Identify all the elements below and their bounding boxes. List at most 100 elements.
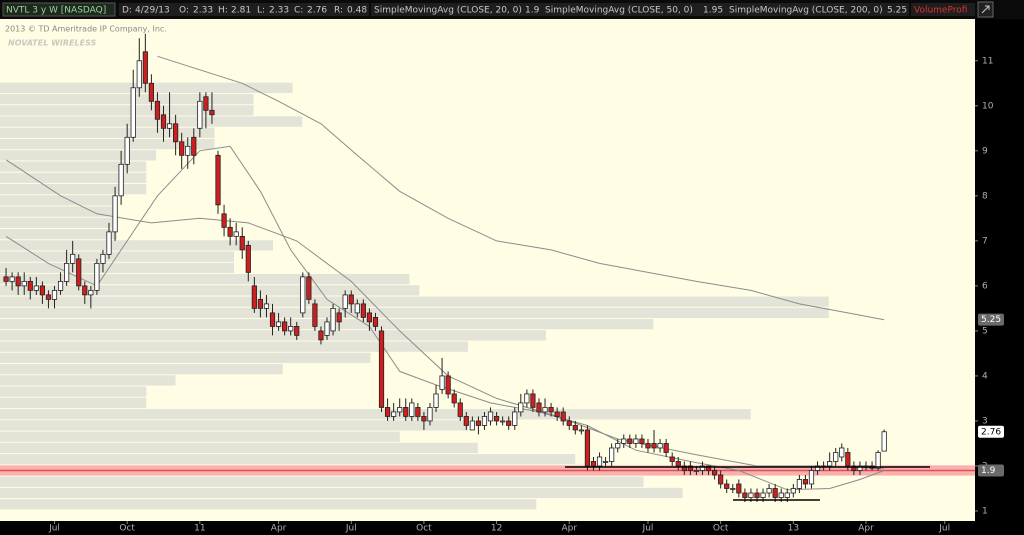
volume-bar [0, 93, 254, 105]
candle-body [112, 195, 118, 233]
candle-body [197, 100, 203, 129]
candle-body [354, 303, 360, 314]
volume-bar [0, 116, 303, 127]
sma-line [5, 159, 885, 469]
volume-bar [0, 161, 147, 172]
symbol-box[interactable] [2, 2, 116, 17]
range-label: R: [334, 6, 343, 16]
candle-body [590, 461, 597, 467]
axes: 1234567891011JulOct11AprJulOct12AprJulOc… [48, 56, 994, 533]
candle-body [33, 285, 39, 291]
candle-body [306, 276, 312, 300]
volume-bar [0, 454, 576, 465]
candle-body [451, 393, 457, 404]
candle-body [45, 294, 52, 300]
x-tick-label: Oct [713, 524, 729, 534]
moving-averages [5, 55, 885, 491]
candle-body [245, 244, 251, 273]
candles [3, 33, 887, 502]
candle-body [142, 51, 148, 84]
candle-body [796, 479, 802, 489]
candle-body [663, 443, 669, 453]
candle-body [348, 294, 354, 305]
candle-body [718, 474, 724, 485]
candle-body [487, 411, 494, 422]
candle-body [88, 289, 94, 296]
candle-body [294, 326, 300, 336]
candle-body [687, 465, 693, 471]
symbol[interactable]: NVTL 3 y W [NASDAQ] [6, 6, 106, 16]
candle-body [233, 231, 239, 237]
candle-body [312, 303, 318, 327]
candle-body [21, 280, 27, 287]
candle-body [609, 447, 615, 462]
date: 4/29/13 [135, 6, 170, 16]
candle-body [160, 114, 167, 129]
candle-body [342, 294, 348, 309]
candle-body [584, 429, 591, 467]
study-legend[interactable]: VolumeProfi [914, 6, 967, 16]
candle-body [572, 425, 578, 431]
candle-body [772, 488, 778, 498]
date-label: D: [122, 6, 132, 16]
candle-body [566, 420, 572, 426]
candle-body [705, 465, 712, 471]
x-tick-label: 12 [491, 524, 502, 534]
candle-body [851, 465, 857, 471]
candle-body [203, 96, 209, 111]
volume-bar [0, 307, 829, 319]
y-tick-label: 9 [982, 146, 988, 156]
low-label: L: [257, 6, 265, 16]
candle-body [778, 492, 784, 498]
x-tick-label: Jul [48, 524, 60, 534]
candle-body [94, 262, 100, 291]
volume-bar [0, 375, 176, 386]
x-tick-label: Apr [858, 524, 874, 534]
sma-legend[interactable]: SimpleMovingAvg (CLOSE, 50, 0) [545, 6, 693, 16]
candle-body [524, 393, 530, 404]
candle-body [9, 276, 15, 282]
price-tag [978, 313, 1004, 326]
volume-bar [0, 442, 478, 454]
candle-body [397, 407, 403, 413]
study-box [911, 3, 975, 16]
sma-legend[interactable]: SimpleMovingAvg (CLOSE, 200, 0) [729, 6, 883, 16]
candle-body [560, 411, 566, 422]
high-value: 2.81 [231, 6, 251, 16]
price-tag-label: 2.76 [981, 427, 1001, 437]
x-tick-label: Jul [642, 524, 654, 534]
candle-body [699, 465, 706, 471]
volume-bar [0, 420, 468, 431]
candle-body [269, 312, 276, 327]
x-tick-label: Jul [938, 524, 950, 534]
candle-body [790, 488, 796, 494]
sma-value: 1.9 [525, 6, 540, 16]
candle-body [463, 416, 469, 426]
x-tick-label: Apr [561, 524, 577, 534]
candle-body [76, 258, 82, 287]
candle-body [493, 416, 500, 422]
low-value: 2.33 [269, 6, 289, 16]
volume-bar [0, 262, 234, 274]
y-tick-label: 1 [982, 506, 988, 516]
price-tag-label: 1.9 [981, 466, 996, 476]
y-tick-label: 10 [982, 101, 994, 111]
candle-body [409, 402, 415, 417]
candle-body [808, 470, 815, 485]
candle-body [578, 429, 584, 432]
copyright: 2013 © TD Ameritrade IP Company, Inc. [5, 25, 167, 34]
candle-body [257, 298, 264, 309]
volume-bar [0, 228, 117, 240]
candle-body [475, 420, 482, 426]
sma-legend[interactable]: SimpleMovingAvg (CLOSE, 20, 0) [374, 6, 522, 16]
candle-body [615, 443, 621, 449]
candle-body [427, 407, 433, 422]
x-tick-label: 11 [194, 524, 205, 534]
candle-body [384, 407, 391, 417]
candle-body [221, 213, 227, 228]
candle-body [481, 416, 488, 426]
sma-value: 5.25 [887, 6, 907, 16]
candle-body [282, 321, 288, 332]
candle-body [730, 488, 736, 490]
